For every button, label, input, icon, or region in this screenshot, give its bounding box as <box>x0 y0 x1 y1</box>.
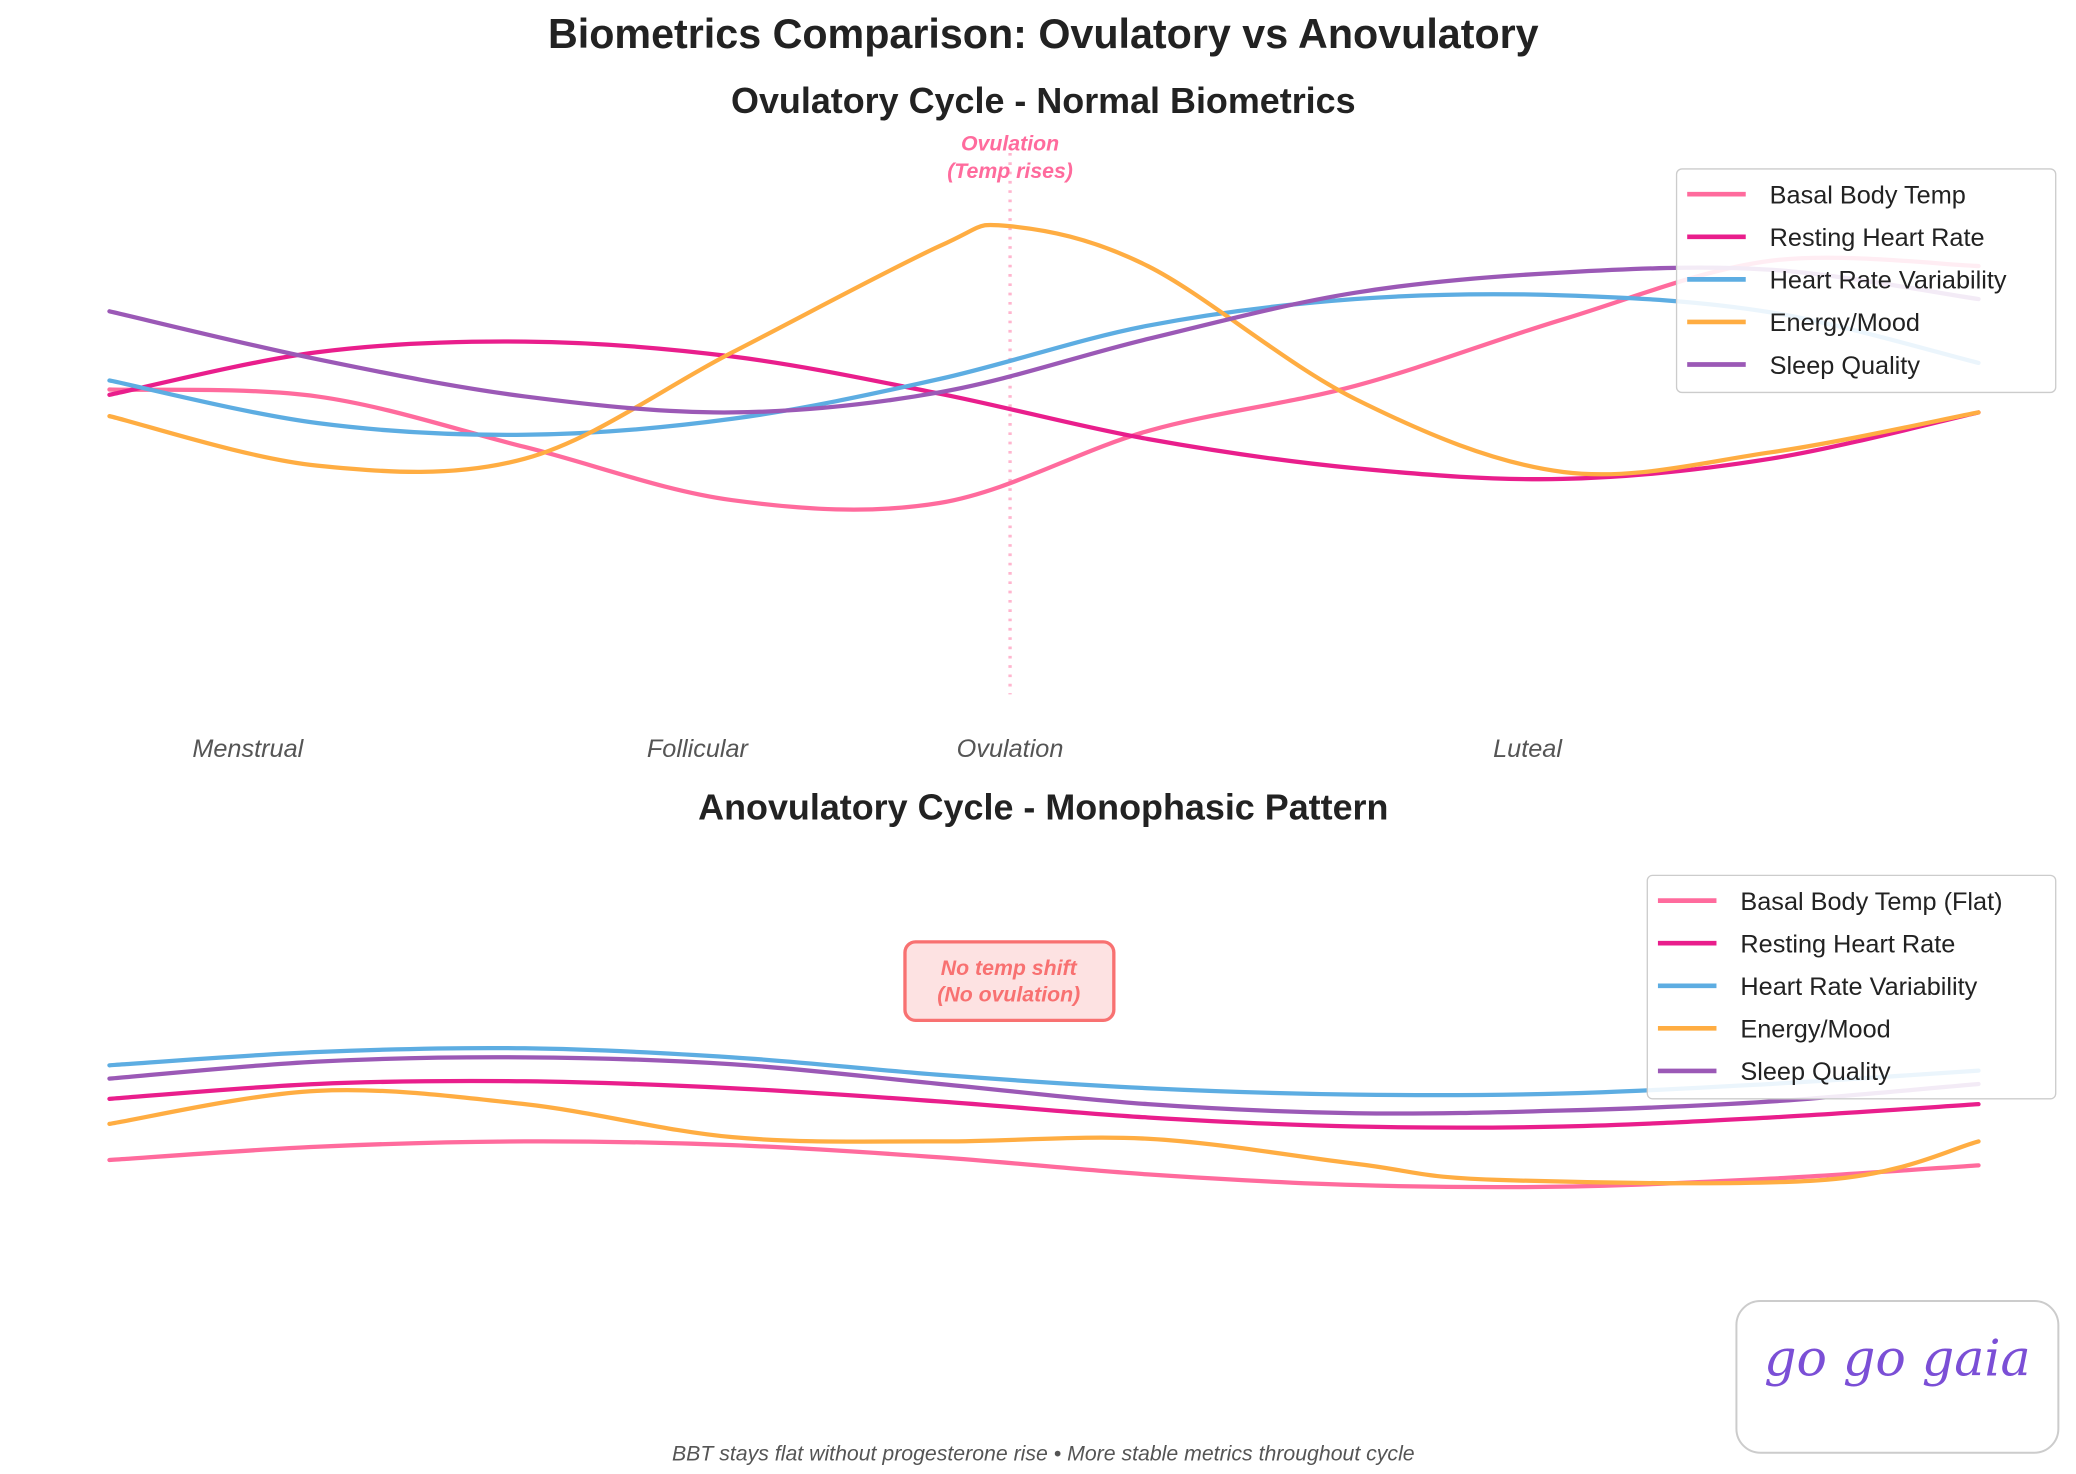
legend-label: Basal Body Temp <box>1770 182 1966 210</box>
legend-label: Heart Rate Variability <box>1740 973 1977 1001</box>
figure-title: Biometrics Comparison: Ovulatory vs Anov… <box>548 11 1539 57</box>
phase-label-menstrual: Menstrual <box>192 735 304 763</box>
legend-label: Resting Heart Rate <box>1740 931 1955 959</box>
ovulatory-lines <box>107 222 1981 512</box>
phase-label-ovulation: Ovulation <box>957 735 1064 763</box>
ovulatory-panel: Ovulatory Cycle - Normal Biometrics Ovul… <box>107 80 2057 763</box>
footer-note: BBT stays flat without progesterone rise… <box>672 1442 1415 1466</box>
series-line-heart-rate-variability <box>107 292 1981 437</box>
series-line-resting-heart-rate <box>107 1078 1981 1130</box>
series-line-sleep-quality <box>107 1055 1981 1116</box>
ovulatory-legend: Basal Body Temp Resting Heart Rate Heart R… <box>1675 168 2057 394</box>
ovulatory-title: Ovulatory Cycle - Normal Biometrics <box>731 80 1356 121</box>
legend-label: Basal Body Temp (Flat) <box>1740 888 2002 916</box>
legend-label: Sleep Quality <box>1770 352 1921 380</box>
logo: go go gaia <box>1735 1300 2060 1454</box>
series-line-energy-mood <box>107 1088 1981 1186</box>
anovulatory-legend: Basal Body Temp (Flat) Resting Heart Rate… <box>1646 874 2057 1100</box>
series-line-energy-mood <box>107 222 1981 477</box>
phase-label-follicular: Follicular <box>647 735 750 763</box>
series-line-sleep-quality <box>107 265 1981 415</box>
legend-label: Resting Heart Rate <box>1770 224 1985 252</box>
ovulation-label: Ovulation <box>961 131 1059 155</box>
no-temp-shift-annotation: No temp shift (No ovulation) <box>903 940 1116 1023</box>
series-line-resting-heart-rate <box>107 339 1981 482</box>
anovulatory-title: Anovulatory Cycle - Monophasic Pattern <box>698 786 1388 827</box>
anovulatory-panel: Anovulatory Cycle - Monophasic Pattern N… <box>107 786 2057 1190</box>
legend-label: Heart Rate Variability <box>1770 267 2007 295</box>
ovulation-sublabel: (Temp rises) <box>947 159 1073 183</box>
phase-label-luteal: Luteal <box>1493 735 1563 763</box>
annotation-line2: (No ovulation) <box>937 983 1080 1007</box>
legend-label: Energy/Mood <box>1770 309 1920 337</box>
annotation-line1: No temp shift <box>941 956 1078 980</box>
legend-label: Sleep Quality <box>1740 1058 1891 1086</box>
series-line-basal-body-temp-flat <box>107 1139 1981 1190</box>
logo-text: go go gaia <box>1764 1329 2031 1388</box>
legend-label: Energy/Mood <box>1740 1016 1890 1044</box>
series-line-basal-body-temp <box>107 255 1981 512</box>
